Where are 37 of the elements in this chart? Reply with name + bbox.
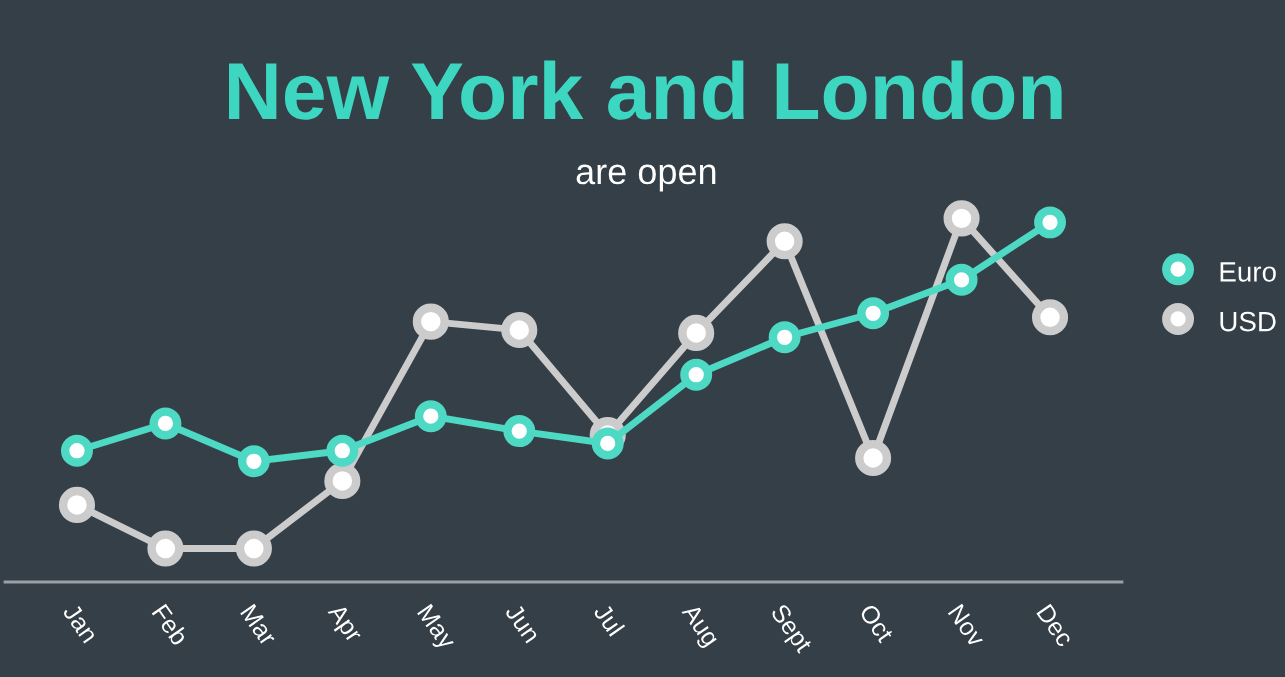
point [414, 400, 447, 433]
point [235, 530, 272, 567]
point [324, 462, 361, 499]
x-tick-label: Apr [323, 602, 364, 647]
point [1034, 206, 1067, 239]
x-tick-label: Jul [592, 601, 626, 637]
point [1031, 299, 1069, 336]
x-tick-label: Dec [1036, 603, 1075, 648]
x-tick-label: Aug [677, 602, 721, 650]
point [678, 314, 715, 351]
point [326, 434, 359, 467]
legend-label: Euro [1220, 262, 1276, 282]
point [237, 445, 270, 478]
point [58, 486, 96, 523]
x-tick-label: Jan [62, 602, 99, 644]
x-tick-label: Oct [858, 602, 895, 644]
point [945, 263, 978, 296]
point [149, 407, 182, 440]
legend-label: USD [1220, 311, 1276, 332]
x-tick-label: Jun [504, 602, 541, 644]
x-tick-label: Mar [240, 603, 278, 647]
point [412, 303, 449, 340]
point [766, 223, 803, 260]
x-tick-label: Nov [947, 603, 987, 649]
point [857, 297, 890, 330]
point [680, 358, 713, 391]
chart-title: New York and London [229, 60, 1062, 120]
point [60, 434, 93, 467]
point [855, 439, 892, 477]
point [501, 311, 538, 349]
chart-subtitle: are open [576, 164, 716, 192]
point [943, 200, 980, 237]
x-tick-label: Feb [151, 603, 190, 647]
point [768, 321, 801, 354]
point [503, 415, 536, 448]
point [147, 530, 184, 567]
point [591, 427, 624, 460]
